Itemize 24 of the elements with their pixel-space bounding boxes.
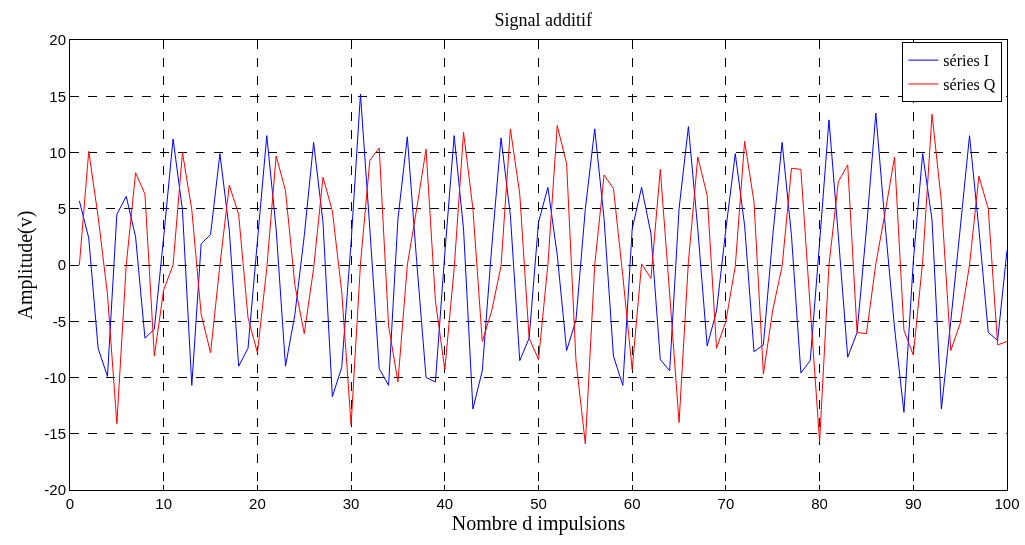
y-tick-label: 0 [57,256,66,274]
y-tick-label: 10 [49,143,66,161]
chart-title: Signal additif [494,10,592,31]
legend-label: séries Q [943,76,996,94]
legend-label: séries I [943,52,990,70]
x-tick-label: 60 [623,495,641,512]
x-tick-label: 50 [530,495,547,512]
y-axis-title: Amplitude(v) [13,210,37,320]
x-tick-label: 90 [904,495,922,512]
y-tick-label: 15 [49,87,66,105]
y-tick-label: -10 [44,368,66,386]
x-tick-label: 40 [436,495,454,512]
y-tick-label: -15 [44,425,66,442]
x-tick-label: 20 [249,495,266,512]
y-tick-label: 20 [49,31,66,49]
x-tick-label: 70 [717,495,735,512]
x-axis-title: Nombre d impulsions [451,512,626,535]
y-tick-label: -5 [52,312,66,330]
y-tick-label: -20 [44,481,66,499]
x-tick-label: 30 [342,495,360,512]
x-tick-label: 80 [811,495,828,512]
x-tick-label: 100 [994,495,1020,512]
x-tick-label: 10 [155,495,173,512]
y-tick-label: 5 [57,200,66,217]
